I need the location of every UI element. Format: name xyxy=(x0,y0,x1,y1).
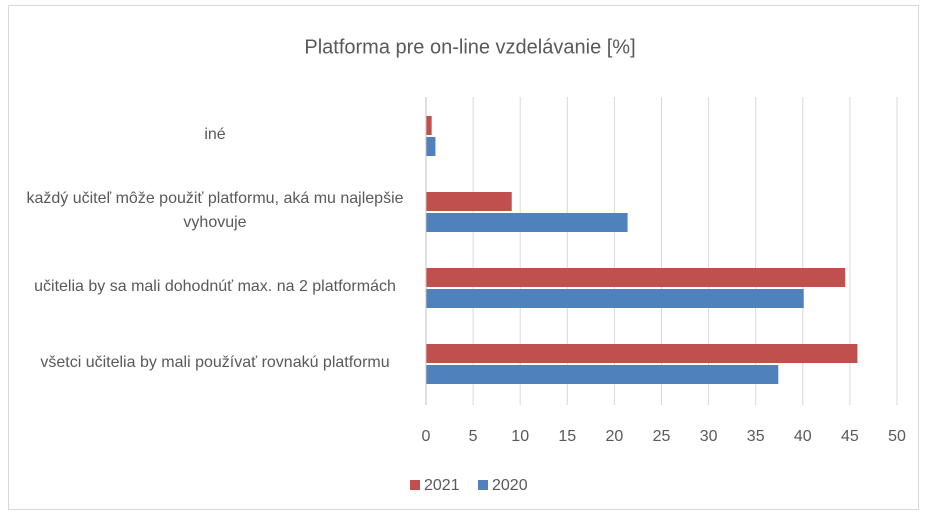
chart-title: Platforma pre on-line vzdelávanie [%] xyxy=(304,36,635,58)
x-tick-label: 15 xyxy=(558,428,576,445)
bar xyxy=(426,268,846,287)
x-tick-label: 40 xyxy=(794,428,812,445)
chart-frame xyxy=(8,5,919,510)
bar xyxy=(426,289,804,308)
x-tick-label: 20 xyxy=(606,428,624,445)
x-tick-label: 30 xyxy=(700,428,718,445)
legend-swatch xyxy=(410,480,420,490)
bar xyxy=(426,213,628,232)
bar xyxy=(426,137,436,156)
legend-swatch xyxy=(478,480,488,490)
x-tick-label: 5 xyxy=(469,428,478,445)
legend-label: 2020 xyxy=(492,477,528,494)
x-tick-label: 50 xyxy=(888,428,906,445)
bar xyxy=(426,365,779,384)
x-tick-label: 25 xyxy=(653,428,671,445)
x-tick-label: 45 xyxy=(841,428,859,445)
x-tick-label: 10 xyxy=(511,428,529,445)
legend-label: 2021 xyxy=(424,477,460,494)
bar xyxy=(426,192,512,211)
y-tick-label: učitelia by sa mali dohodnúť max. na 2 p… xyxy=(34,278,396,295)
y-tick-label: iné xyxy=(204,126,226,143)
y-tick-label: všetci učitelia by mali používať rovnakú… xyxy=(40,354,390,371)
x-tick-label: 0 xyxy=(422,428,431,445)
y-tick-label: každý učiteľ môže použiť platformu, aká … xyxy=(26,190,404,231)
x-tick-label: 35 xyxy=(747,428,765,445)
bar xyxy=(426,344,858,363)
bar xyxy=(426,116,432,135)
